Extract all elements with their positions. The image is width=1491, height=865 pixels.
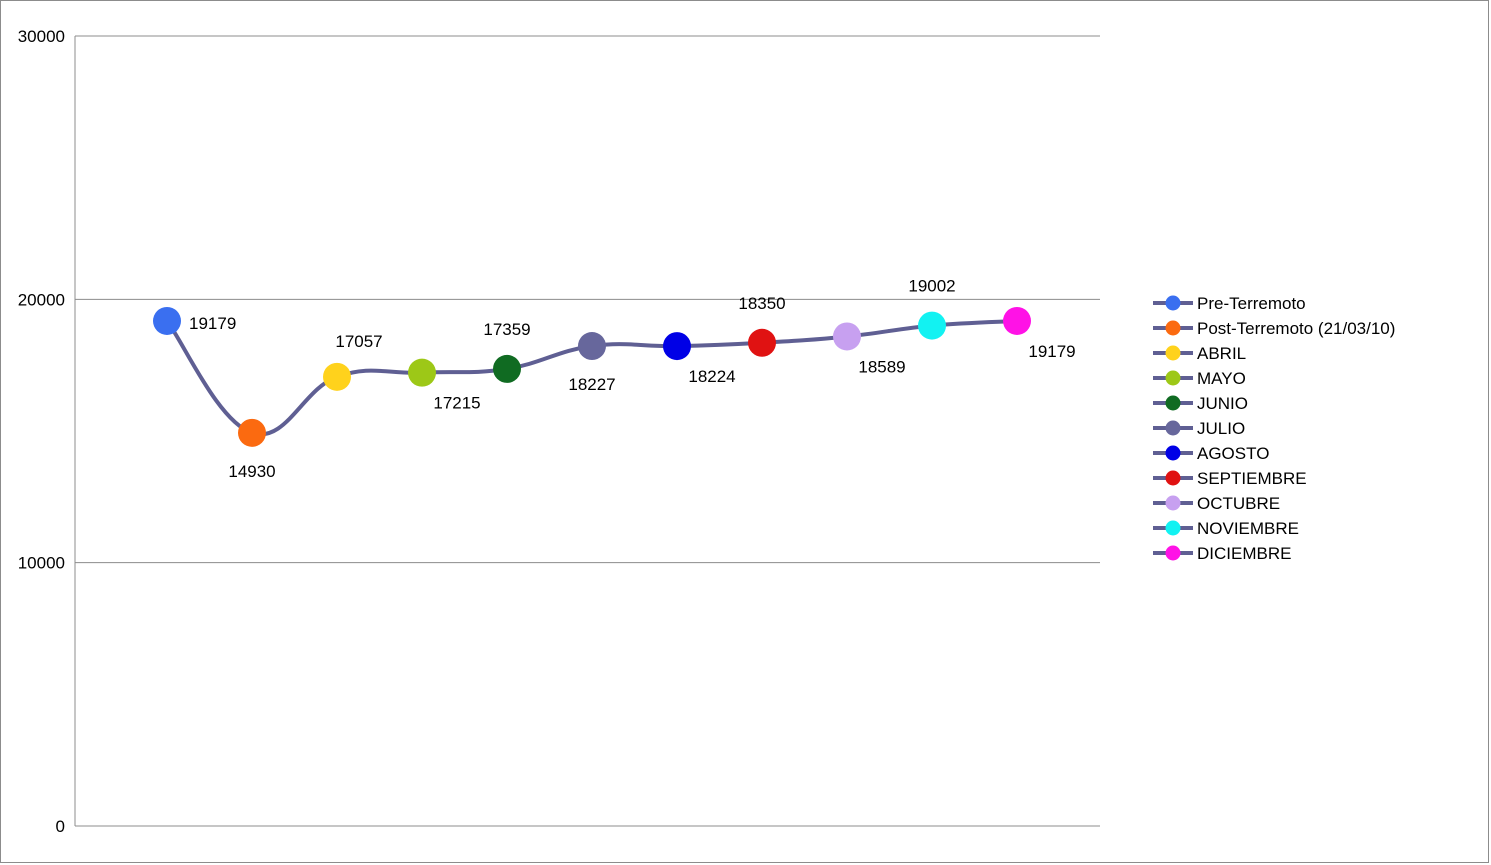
data-point-marker	[493, 354, 521, 383]
y-tick-label: 20000	[18, 290, 65, 309]
gridlines	[75, 35, 1100, 827]
data-point-marker	[663, 332, 691, 361]
legend-entry-label: JULIO	[1197, 419, 1245, 438]
data-label: 17359	[483, 320, 530, 339]
series-line-group	[165, 318, 1018, 437]
legend-entry-label: Post-Terremoto (21/03/10)	[1197, 319, 1395, 338]
legend-entry-label: JUNIO	[1197, 394, 1248, 413]
data-point-marker	[153, 306, 181, 335]
data-label: 18350	[738, 294, 785, 313]
legend-marker-swatch	[1165, 520, 1181, 536]
data-point-marker	[918, 311, 946, 340]
data-point-marker	[408, 358, 436, 387]
data-label: 18227	[568, 375, 615, 394]
legend-entry-label: Pre-Terremoto	[1197, 294, 1306, 313]
legend-entry-label: DICIEMBRE	[1197, 544, 1291, 563]
legend-entry-label: OCTUBRE	[1197, 494, 1280, 513]
legend-marker-swatch	[1165, 320, 1181, 336]
data-point-marker	[323, 362, 351, 391]
legend-marker-swatch	[1165, 495, 1181, 511]
legend-marker-swatch	[1165, 295, 1181, 311]
legend-marker-swatch	[1165, 445, 1181, 461]
data-point-marker	[1003, 306, 1031, 335]
legend-entry-label: AGOSTO	[1197, 444, 1269, 463]
data-label: 18224	[688, 367, 735, 386]
data-point-marker	[238, 418, 266, 447]
data-label: 17215	[433, 394, 480, 413]
data-points	[153, 306, 1031, 447]
data-label: 18589	[858, 357, 905, 376]
legend-entry-label: MAYO	[1197, 369, 1246, 388]
y-axis: 0 10000 20000 30000	[18, 27, 1100, 836]
data-label: 14930	[228, 462, 275, 481]
data-label: 19179	[189, 314, 236, 333]
legend-marker-swatch	[1165, 370, 1181, 386]
y-tick-label: 10000	[18, 554, 65, 573]
data-point-marker	[748, 328, 776, 357]
legend-marker-swatch	[1165, 420, 1181, 436]
data-labels: 19179 14930 17057 17215 17359 18227 18224 18350…	[189, 277, 1076, 481]
data-point-marker	[578, 332, 606, 361]
legend-marker-swatch	[1165, 345, 1181, 361]
legend-marker-swatch	[1165, 395, 1181, 411]
data-label: 17057	[335, 332, 382, 351]
data-label: 19002	[908, 277, 955, 296]
data-point-marker	[833, 322, 861, 351]
y-tick-label: 30000	[18, 27, 65, 46]
series-line	[165, 318, 1018, 437]
legend: Pre-Terremoto Post-Terremoto (21/03/10) AB…	[1153, 294, 1395, 563]
legend-entry-label: ABRIL	[1197, 344, 1246, 363]
legend-entry-label: SEPTIEMBRE	[1197, 469, 1307, 488]
legend-entry-label: NOVIEMBRE	[1197, 519, 1299, 538]
data-label: 19179	[1028, 342, 1075, 361]
legend-marker-swatch	[1165, 470, 1181, 486]
y-tick-label: 0	[56, 817, 65, 836]
legend-marker-swatch	[1165, 545, 1181, 561]
